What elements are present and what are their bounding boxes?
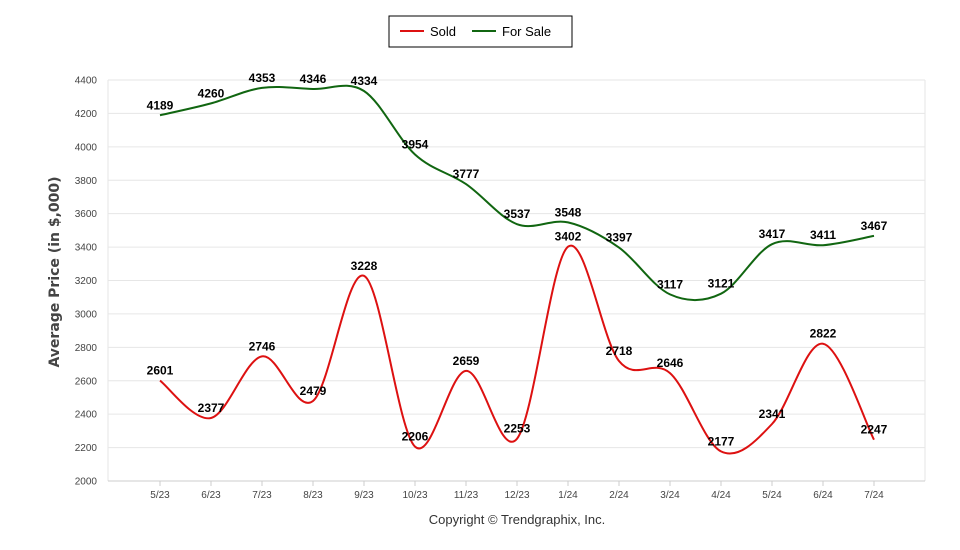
x-tick-label: 6/24 [813,490,833,501]
data-label-for-sale: 3537 [504,207,531,221]
data-label-sold: 3402 [555,230,582,244]
data-label-for-sale: 3467 [861,219,888,233]
data-label-sold: 2377 [198,401,225,415]
x-tick-label: 6/23 [201,490,221,501]
y-tick-label: 2000 [75,477,98,488]
x-tick-label: 4/24 [711,490,731,501]
data-label-sold: 2601 [147,364,174,378]
series-line-for-sale [159,84,875,302]
y-tick-label: 2400 [75,410,98,421]
y-tick-label: 3000 [75,309,98,320]
x-tick-label: 9/23 [354,490,374,501]
y-tick-label: 4400 [75,76,98,87]
series-layer [159,84,875,455]
x-tick-label: 5/23 [150,490,170,501]
grid [107,79,926,482]
y-tick-label: 4200 [75,109,98,120]
x-tick-label: 1/24 [558,490,578,501]
data-label-for-sale: 3777 [453,167,480,181]
data-labels: 4189 4260 4353 4346 4334 3954 3777 3537 3548 3397… [147,71,888,449]
data-label-sold: 2659 [453,354,480,368]
data-label-for-sale: 4189 [147,98,174,112]
x-tick-label: 11/23 [454,490,479,501]
data-label-for-sale: 3397 [606,231,633,245]
x-tick-label: 12/23 [504,490,529,501]
data-label-for-sale: 4353 [249,71,276,85]
data-label-sold: 2479 [300,384,327,398]
data-label-for-sale: 4334 [351,74,378,88]
data-label-for-sale: 3548 [555,205,582,219]
data-label-sold: 2746 [249,339,276,353]
y-tick-label: 4000 [75,142,98,153]
y-tick-label: 2800 [75,343,98,354]
x-tick-label: 10/23 [402,490,427,501]
data-label-sold: 2206 [402,430,429,444]
data-label-sold: 2646 [657,356,684,370]
x-tick-label: 8/23 [303,490,323,501]
data-label-for-sale: 3411 [810,228,836,242]
legend-label-sold: Sold [430,24,456,39]
axes: 2000 2200 2400 2600 2800 3000 3200 3400 3600 3800… [75,76,925,501]
y-axis-title: Average Price (in $,000) [47,176,63,367]
x-tick-label: 2/24 [609,490,629,501]
y-tick-label: 3600 [75,209,98,220]
data-label-for-sale: 4260 [198,86,225,100]
data-label-for-sale: 3121 [708,277,735,291]
data-label-sold: 2718 [606,344,633,358]
data-label-sold: 2177 [708,434,735,448]
data-label-for-sale: 3417 [759,227,786,241]
x-tick-label: 7/24 [864,490,884,501]
series-line-sold [159,244,875,455]
y-tick-label: 3400 [75,243,98,254]
data-label-sold: 2247 [861,423,888,437]
copyright-footer: Copyright © Trendgraphix, Inc. [429,512,606,527]
legend-label-for-sale: For Sale [502,24,551,39]
data-label-for-sale: 3954 [402,138,429,152]
legend: Sold For Sale [388,15,573,48]
data-label-sold: 2341 [759,407,786,421]
data-label-sold: 3228 [351,259,378,273]
data-label-sold: 2822 [810,327,837,341]
x-tick-label: 5/24 [762,490,782,501]
x-tick-label: 3/24 [660,490,680,501]
data-label-sold: 2253 [504,422,531,436]
data-label-for-sale: 4346 [300,72,327,86]
data-label-for-sale: 3117 [657,277,683,291]
x-tick-label: 7/23 [252,490,272,501]
y-tick-label: 2200 [75,443,98,454]
y-tick-label: 3800 [75,176,98,187]
y-tick-label: 3200 [75,276,98,287]
y-tick-label: 2600 [75,376,98,387]
